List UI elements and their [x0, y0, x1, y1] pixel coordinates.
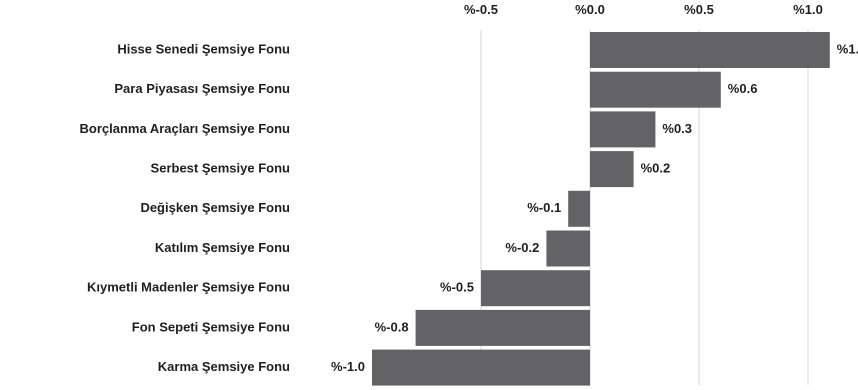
value-label: %1.1 [837, 41, 858, 56]
x-tick-label: %0.5 [684, 2, 714, 17]
bar [415, 309, 590, 346]
value-label: %-0.1 [527, 200, 561, 215]
x-axis-ticks: %-0.5 %0.0 %0.5 %1.0 [464, 2, 823, 17]
category-label: Para Piyasası Şemsiye Fonu [114, 81, 290, 96]
category-label: Kıymetli Madenler Şemsiye Fonu [87, 280, 290, 295]
value-label: %0.2 [641, 161, 671, 176]
value-label: %-0.5 [440, 280, 474, 295]
bar [568, 190, 590, 227]
value-label: %0.6 [728, 81, 758, 96]
x-tick-label: %1.0 [793, 2, 823, 17]
x-tick-label: %-0.5 [464, 2, 498, 17]
category-label: Değişken Şemsiye Fonu [140, 200, 290, 215]
category-labels: Hisse Senedi Şemsiye Fonu Para Piyasası Ş… [80, 41, 291, 374]
category-label: Fon Sepeti Şemsiye Fonu [132, 319, 290, 334]
bar [481, 270, 590, 307]
bar [590, 32, 830, 68]
bar [590, 151, 634, 188]
bar [546, 230, 590, 267]
value-label: %0.3 [662, 121, 692, 136]
bar [590, 111, 656, 148]
bar [590, 71, 721, 108]
x-tick-label: %0.0 [575, 2, 605, 17]
value-label: %-0.8 [375, 319, 409, 334]
value-labels: %1.1 %0.6 %0.3 %0.2 %-0.1 %-0.2 %-0.5 %-0.8 %-1.… [331, 41, 858, 374]
category-label: Hisse Senedi Şemsiye Fonu [117, 41, 290, 56]
bars-layer [372, 32, 830, 386]
value-label: %-0.2 [505, 240, 539, 255]
bar [372, 349, 590, 386]
category-label: Katılım Şemsiye Fonu [155, 240, 290, 255]
category-label: Serbest Şemsiye Fonu [151, 161, 290, 176]
category-label: Borçlanma Araçları Şemsiye Fonu [80, 121, 291, 136]
category-label: Karma Şemsiye Fonu [158, 359, 290, 374]
value-label: %-1.0 [331, 359, 365, 374]
